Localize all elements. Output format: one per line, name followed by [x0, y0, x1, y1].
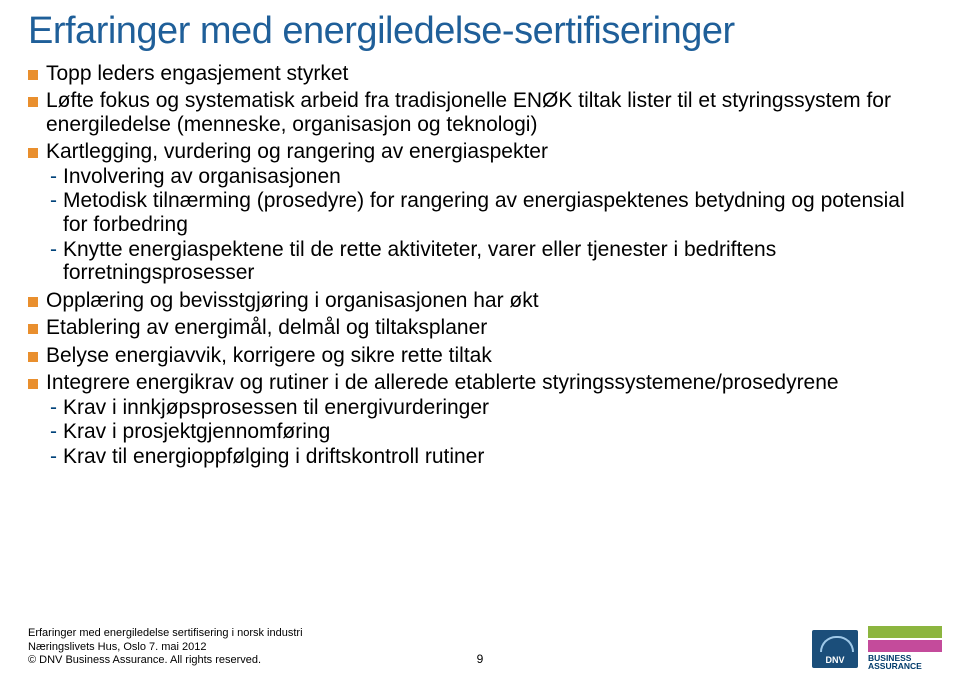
square-bullet-icon [28, 148, 38, 158]
business-assurance-logo-icon: BUSINESS ASSURANCE [868, 626, 942, 668]
dash-bullet-icon: - [50, 420, 57, 444]
dash-bullet-icon: - [50, 189, 57, 213]
bullet-text: Løfte fokus og systematisk arbeid fra tr… [46, 89, 932, 136]
bullet-text: Topp leders engasjement styrket [46, 62, 348, 86]
bullet-level2: - Krav i innkjøpsprosessen til energivur… [50, 396, 932, 420]
bullet-text: Etablering av energimål, delmål og tilta… [46, 316, 487, 340]
bullet-text: Opplæring og bevisstgjøring i organisasj… [46, 289, 539, 313]
square-bullet-icon [28, 379, 38, 389]
logo-text: ASSURANCE [868, 662, 922, 671]
square-bullet-icon [28, 352, 38, 362]
bullet-level1: Integrere energikrav og rutiner i de all… [28, 371, 932, 395]
footer: Erfaringer med energiledelse sertifiseri… [28, 627, 303, 668]
footer-line: Erfaringer med energiledelse sertifiseri… [28, 627, 303, 641]
bullet-level1: Opplæring og bevisstgjøring i organisasj… [28, 289, 932, 313]
footer-line: © DNV Business Assurance. All rights res… [28, 654, 303, 668]
dash-bullet-icon: - [50, 165, 57, 189]
bullet-level2: - Metodisk tilnærming (prosedyre) for ra… [50, 189, 932, 236]
bullet-text: Involvering av organisasjonen [63, 165, 341, 189]
bullet-text: Integrere energikrav og rutiner i de all… [46, 371, 839, 395]
bullet-text: Belyse energiavvik, korrigere og sikre r… [46, 344, 492, 368]
bullet-level1: Belyse energiavvik, korrigere og sikre r… [28, 344, 932, 368]
slide: Erfaringer med energiledelse-sertifiseri… [0, 0, 960, 680]
square-bullet-icon [28, 97, 38, 107]
footer-line: Næringslivets Hus, Oslo 7. mai 2012 [28, 641, 303, 655]
dash-bullet-icon: - [50, 396, 57, 420]
bullet-level2: - Krav i prosjektgjennomføring [50, 420, 932, 444]
bullet-list: Topp leders engasjement styrket Løfte fo… [28, 62, 932, 468]
square-bullet-icon [28, 297, 38, 307]
bullet-text: Krav i prosjektgjennomføring [63, 420, 330, 444]
bullet-text: Metodisk tilnærming (prosedyre) for rang… [63, 189, 932, 236]
logo-group: BUSINESS ASSURANCE [812, 626, 942, 668]
bullet-text: Krav i innkjøpsprosessen til energivurde… [63, 396, 489, 420]
square-bullet-icon [28, 70, 38, 80]
bullet-level1: Etablering av energimål, delmål og tilta… [28, 316, 932, 340]
logo-bar-icon [868, 640, 942, 652]
dash-bullet-icon: - [50, 445, 57, 469]
page-number: 9 [477, 652, 484, 666]
slide-title: Erfaringer med energiledelse-sertifiseri… [28, 12, 932, 52]
bullet-text: Knytte energiaspektene til de rette akti… [63, 238, 932, 285]
bullet-level1: Topp leders engasjement styrket [28, 62, 932, 86]
dnv-logo-icon [812, 630, 858, 668]
bullet-text: Krav til energioppfølging i driftskontro… [63, 445, 484, 469]
bullet-level1: Kartlegging, vurdering og rangering av e… [28, 140, 932, 164]
bullet-level2: - Knytte energiaspektene til de rette ak… [50, 238, 932, 285]
square-bullet-icon [28, 324, 38, 334]
bullet-level2: - Krav til energioppfølging i driftskont… [50, 445, 932, 469]
bullet-text: Kartlegging, vurdering og rangering av e… [46, 140, 548, 164]
dash-bullet-icon: - [50, 238, 57, 262]
logo-bar-icon [868, 626, 942, 638]
bullet-level1: Løfte fokus og systematisk arbeid fra tr… [28, 89, 932, 136]
bullet-level2: - Involvering av organisasjonen [50, 165, 932, 189]
